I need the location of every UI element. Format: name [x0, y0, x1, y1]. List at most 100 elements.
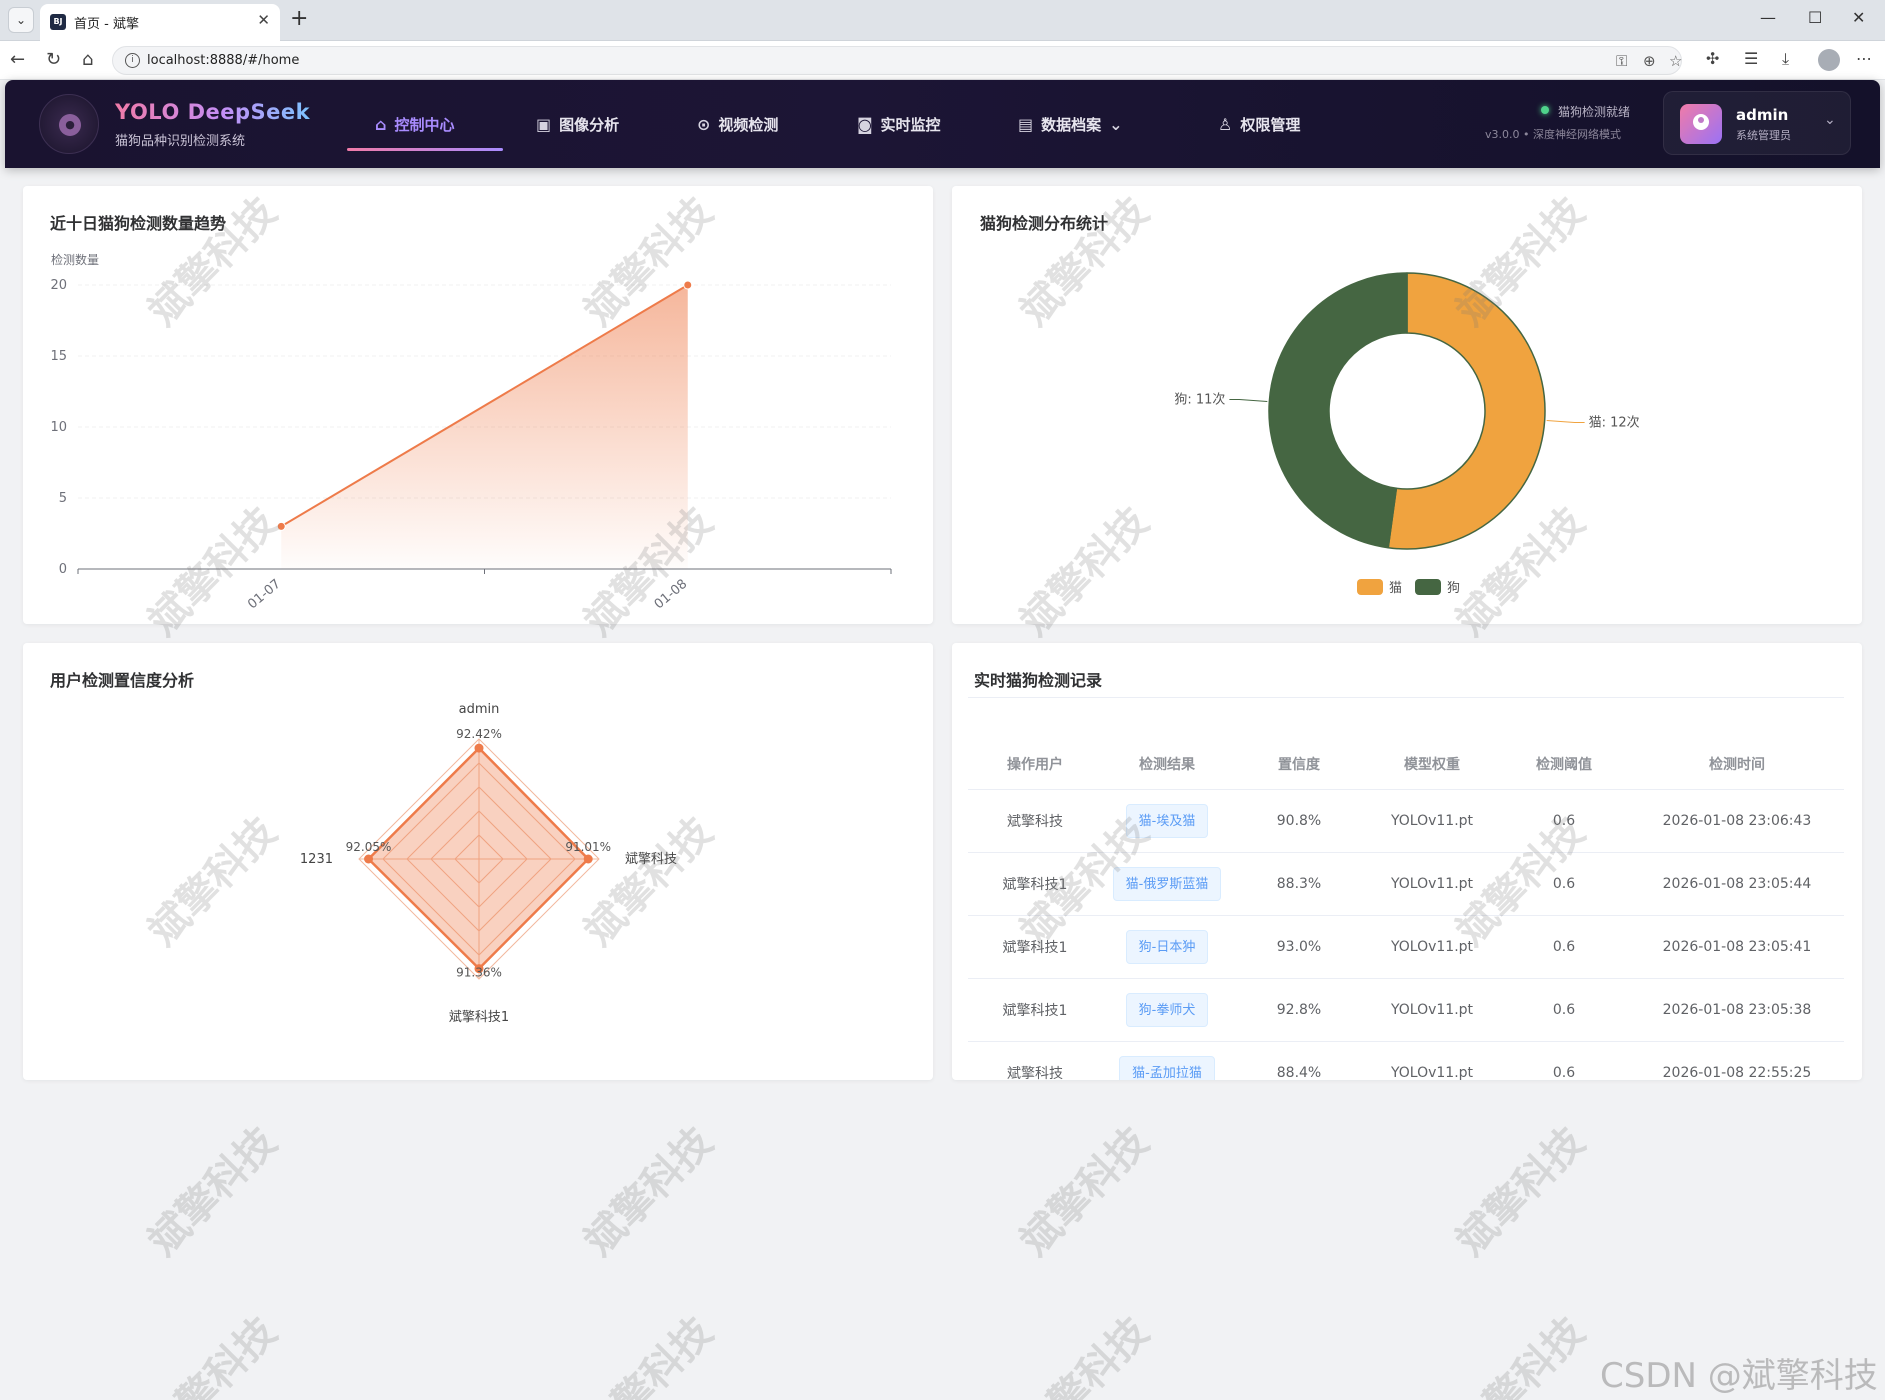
tab-list-chevron-icon[interactable]: ⌄ [8, 7, 34, 33]
site-info-icon[interactable]: i [125, 53, 140, 68]
series-line [280, 284, 689, 528]
watermark: 斌擎科技 [1011, 1118, 1158, 1265]
pie-slice[interactable] [1387, 272, 1546, 550]
cell-weight: YOLOv11.pt [1366, 789, 1498, 853]
data-point[interactable] [276, 521, 286, 531]
cell-user: 斌擎科技1 [968, 978, 1102, 1042]
radar-point[interactable] [364, 854, 374, 864]
cell-threshold: 0.6 [1498, 915, 1630, 979]
cell-user: 斌擎科技 [968, 789, 1102, 853]
chevron-down-icon: ⌄ [1109, 114, 1123, 134]
nav-label: 图像分析 [559, 115, 620, 134]
active-nav-indicator [347, 148, 503, 151]
status-dot [1541, 106, 1549, 114]
close-tab-icon[interactable]: ✕ [257, 11, 270, 29]
radar-point[interactable] [474, 743, 484, 753]
favorite-star-icon[interactable]: ☆ [1669, 52, 1683, 70]
cell-result: 猫-孟加拉猫 [1102, 1041, 1232, 1080]
legend-label[interactable]: 猫 [1389, 581, 1402, 596]
download-icon[interactable]: ⤓ [1782, 49, 1790, 68]
table-row[interactable]: 斌擎科技1 猫-俄罗斯蓝猫 88.3% YOLOv11.pt 0.6 2026-… [968, 852, 1844, 916]
cell-result: 狗-拳师犬 [1102, 978, 1232, 1042]
column-header[interactable]: 检测结果 [1102, 739, 1232, 790]
nav-image-analysis[interactable]: ▣ 图像分析 [536, 102, 619, 146]
site-favicon: BJ [50, 14, 66, 30]
column-header[interactable]: 操作用户 [968, 739, 1102, 790]
cell-confidence: 88.4% [1232, 1041, 1366, 1080]
cell-weight: YOLOv11.pt [1366, 852, 1498, 916]
home-icon[interactable]: ⌂ [82, 49, 94, 70]
cell-time: 2026-01-08 22:55:25 [1630, 1041, 1844, 1080]
legend-swatch[interactable] [1415, 579, 1441, 595]
maximize-icon[interactable]: ☐ [1808, 8, 1823, 27]
y-axis-label: 检测数量 [51, 252, 99, 267]
table-row[interactable]: 斌擎科技1 狗-拳师犬 92.8% YOLOv11.pt 0.6 2026-01… [968, 978, 1844, 1042]
chevron-down-icon[interactable]: ⌄ [1824, 112, 1836, 128]
data-point[interactable] [683, 280, 693, 290]
nav-permissions[interactable]: ♙ 权限管理 [1218, 102, 1300, 146]
result-tag: 猫-俄罗斯蓝猫 [1112, 866, 1222, 901]
user-role: 系统管理员 [1736, 129, 1791, 142]
profile-avatar[interactable] [1818, 49, 1840, 71]
favorites-icon[interactable]: ☰ [1744, 49, 1759, 68]
cell-confidence: 90.8% [1232, 789, 1366, 853]
result-tag: 猫-埃及猫 [1125, 803, 1209, 838]
legend-swatch[interactable] [1357, 579, 1383, 595]
minimize-icon[interactable]: — [1760, 8, 1776, 27]
legend-label[interactable]: 狗 [1447, 581, 1460, 596]
radar-point[interactable] [583, 854, 593, 864]
column-header[interactable]: 模型权重 [1366, 739, 1498, 790]
table-row[interactable]: 斌擎科技 猫-孟加拉猫 88.4% YOLOv11.pt 0.6 2026-01… [968, 1041, 1844, 1080]
reload-icon[interactable]: ↻ [46, 49, 62, 70]
column-header[interactable]: 置信度 [1232, 739, 1366, 790]
version-label: v3.0.0 • 深度神经网络模式 [1485, 128, 1621, 141]
close-window-icon[interactable]: ✕ [1852, 8, 1866, 27]
url-text: localhost:8888/#/home [147, 53, 300, 68]
nav-label: 权限管理 [1240, 115, 1301, 134]
more-options-icon[interactable]: ⋯ [1856, 49, 1872, 68]
cell-threshold: 0.6 [1498, 978, 1630, 1042]
extensions-icon[interactable]: ✣ [1706, 49, 1720, 68]
cell-time: 2026-01-08 23:06:43 [1630, 789, 1844, 853]
result-tag: 狗-日本狆 [1125, 929, 1209, 964]
browser-tab-active[interactable]: BJ 首页 - 斌擎 ✕ [40, 4, 280, 41]
column-header[interactable]: 检测时间 [1630, 739, 1844, 790]
key-icon[interactable]: ⚿ [1616, 52, 1628, 70]
radar-point[interactable] [474, 964, 484, 974]
result-tag: 猫-孟加拉猫 [1119, 1055, 1215, 1080]
nav-video-detection[interactable]: ⊙ 视频检测 [697, 102, 778, 146]
records-table: 操作用户 检测结果 置信度 模型权重 检测阈值 检测时间 斌擎科技 猫-埃及猫 … [968, 739, 1844, 1080]
table-row[interactable]: 斌擎科技1 狗-日本狆 93.0% YOLOv11.pt 0.6 2026-01… [968, 915, 1844, 979]
y-tick-label: 10 [50, 420, 67, 435]
column-header[interactable]: 检测阈值 [1498, 739, 1630, 790]
x-tick-label: 01-07 [245, 577, 284, 613]
table-row[interactable]: 斌擎科技 猫-埃及猫 90.8% YOLOv11.pt 0.6 2026-01-… [968, 789, 1844, 853]
app-subtitle: 猫狗品种识别检测系统 [115, 134, 246, 149]
zoom-icon[interactable]: ⊕ [1643, 52, 1656, 70]
tab-title: 首页 - 斌擎 [74, 17, 139, 32]
user-menu[interactable]: admin 系统管理员 ⌄ [1663, 91, 1851, 155]
cell-threshold: 0.6 [1498, 1041, 1630, 1080]
url-field[interactable]: i localhost:8888/#/home ⚿ ⊕ ☆ [112, 46, 1682, 75]
watermark: 斌擎科技 [1011, 1308, 1158, 1400]
y-tick-label: 5 [59, 491, 67, 506]
new-tab-icon[interactable]: + [290, 6, 309, 31]
pie-slice[interactable] [1268, 272, 1408, 549]
user-name: admin [1736, 106, 1789, 124]
nav-live-monitor[interactable]: ◙ 实时监控 [857, 102, 941, 146]
area-fill [281, 285, 688, 569]
radar-value-label: 91.01% [565, 840, 611, 854]
cell-user: 斌擎科技1 [968, 915, 1102, 979]
nav-label: 控制中心 [394, 115, 455, 134]
browser-tabstrip: ⌄ BJ 首页 - 斌擎 ✕ + — ☐ ✕ [0, 0, 1885, 41]
avatar-person-icon [1693, 114, 1709, 130]
app-title: YOLO DeepSeek [115, 100, 311, 124]
nav-dashboard[interactable]: ⌂ 控制中心 [375, 102, 454, 146]
radar-value-label: 91.36% [456, 966, 502, 980]
nav-data-archive[interactable]: ▤ 数据档案 ⌄ [1018, 102, 1123, 146]
back-icon[interactable]: ← [10, 49, 26, 70]
radar-indicator-label: 斌擎科技 [625, 852, 677, 867]
watermark: 斌擎科技 [139, 1308, 286, 1400]
cell-weight: YOLOv11.pt [1366, 1041, 1498, 1080]
